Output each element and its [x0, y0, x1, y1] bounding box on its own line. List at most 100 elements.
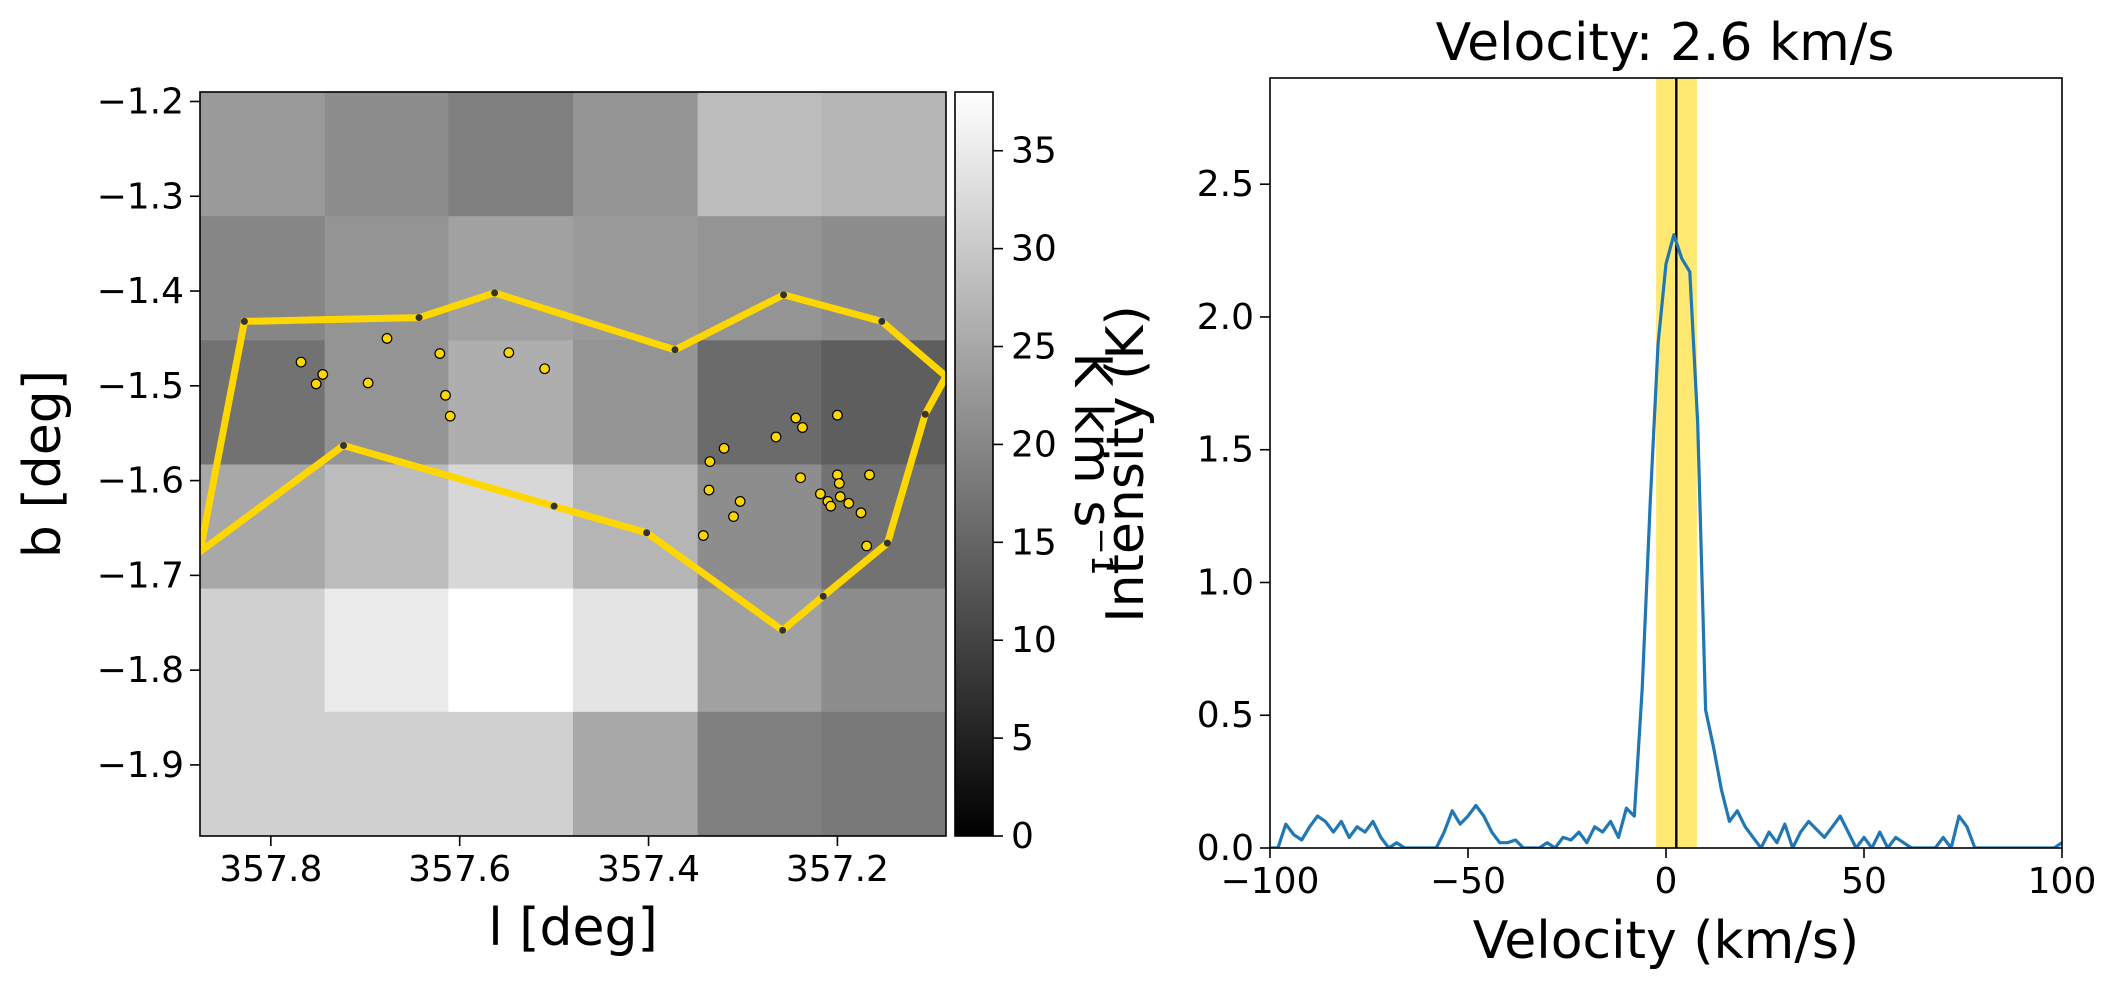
map-y-tick-label: −1.3: [97, 176, 184, 217]
region-vertex-marker: [491, 289, 499, 297]
source-marker: [864, 469, 875, 481]
source-marker: [833, 478, 845, 489]
source-marker: [697, 530, 709, 541]
region-vertex-marker: [819, 592, 827, 600]
map-pixel: [697, 464, 822, 590]
spectrum-x-tick-label: −100: [1221, 861, 1320, 902]
colorbar-tick-label: 25: [1011, 327, 1057, 368]
region-vertex-marker: [340, 442, 348, 450]
map-pixel: [448, 216, 574, 341]
map-pixel: [324, 92, 449, 217]
colorbar-gradient: [954, 91, 994, 837]
spectrum-x-tick-label: 0: [1655, 861, 1678, 902]
map-pixel: [821, 588, 947, 713]
map-y-tick-label: −1.6: [97, 461, 184, 502]
region-vertex-marker: [643, 529, 651, 537]
map-y-ticks: −1.2 −1.3 −1.4 −1.5 −1.6 −1.7 −1.8 −1.9: [97, 81, 200, 786]
region-vertex-marker: [780, 291, 788, 299]
spectrum-y-tick-label: 2.0: [1197, 297, 1254, 338]
spectrum-y-tick-label: 2.5: [1197, 164, 1254, 205]
source-marker: [718, 442, 730, 454]
spectrum-title: Velocity: 2.6 km/s: [1436, 13, 1895, 73]
spectrum-y-ticks: 0.0 0.5 1.0 1.5 2.0 2.5: [1197, 164, 1270, 869]
spectrum-panel: Velocity: 2.6 km/s −100 −50 0 50 100 0.0 0.5 1…: [1096, 13, 2096, 971]
source-marker: [855, 507, 867, 519]
source-marker: [795, 472, 806, 484]
colorbar-tick-label: 10: [1011, 620, 1057, 661]
map-pixel: [697, 588, 822, 713]
spectrum-x-tick-label: −50: [1430, 861, 1506, 902]
map-pixel: [821, 711, 947, 837]
source-marker: [539, 363, 551, 375]
source-marker: [790, 412, 802, 424]
source-marker: [825, 500, 837, 512]
map-pixel-grid: [200, 92, 947, 837]
map-pixel: [573, 92, 699, 217]
map-y-tick-label: −1.2: [97, 81, 184, 122]
map-panel: 357.8 357.6 357.4 357.2 −1.2−1.3−1.4−1.5−1.…: [13, 81, 947, 958]
source-marker: [734, 496, 746, 507]
map-pixel: [573, 216, 699, 341]
map-x-tick-label: 357.4: [597, 849, 700, 890]
source-marker: [703, 484, 715, 496]
spectrum-x-axis-label: Velocity (km/s): [1473, 911, 1859, 971]
spectrum-y-tick-label: 0.0: [1197, 828, 1254, 869]
map-pixel: [573, 340, 699, 465]
source-marker: [362, 377, 374, 389]
source-marker: [440, 389, 451, 401]
spectrum-series-line: [1270, 233, 2062, 848]
map-x-tick-label: 357.6: [408, 849, 511, 890]
map-y-axis-label: b [deg]: [13, 370, 73, 558]
map-pixel: [821, 92, 947, 217]
colorbar-label: K km s⁻¹: [1062, 352, 1122, 575]
source-marker: [503, 347, 515, 359]
map-x-tick-label: 357.2: [786, 849, 889, 890]
map-pixel: [324, 464, 449, 590]
map-x-axis-label: l [deg]: [488, 898, 658, 958]
map-pixel: [448, 588, 574, 713]
map-pixel: [573, 711, 699, 837]
region-vertex-marker: [883, 539, 891, 547]
colorbar-tick-label: 30: [1011, 229, 1057, 270]
map-x-ticks: 357.8 357.6 357.4 357.2: [219, 836, 889, 890]
colorbar-tick-label: 0: [1011, 816, 1034, 857]
map-pixel: [200, 588, 326, 713]
spectrum-y-tick-label: 1.0: [1197, 562, 1254, 603]
map-pixel: [448, 92, 574, 217]
region-vertex-marker: [415, 314, 423, 322]
spectrum-y-tick-label: 0.5: [1197, 695, 1254, 736]
colorbar-tick-label: 20: [1011, 424, 1057, 465]
map-pixel: [448, 711, 574, 837]
source-marker: [317, 369, 329, 380]
map-frame: [199, 91, 947, 837]
spectrum-x-ticks: −100 −50 0 50 100: [1221, 848, 2097, 902]
colorbar-ticks: 0 5 10 15 20 25 30 35: [993, 131, 1057, 857]
region-vertex-marker: [779, 626, 787, 634]
colorbar-tick-label: 35: [1011, 131, 1057, 172]
map-pixel: [324, 711, 449, 837]
spectrum-y-tick-label: 1.5: [1197, 430, 1254, 471]
map-y-tick-label: −1.5: [97, 366, 184, 407]
source-marker: [861, 540, 873, 552]
region-vertex-marker: [878, 317, 886, 325]
source-marker: [381, 333, 393, 344]
colorbar: 0 5 10 15 20 25 30 35 K km s⁻¹: [954, 91, 1122, 857]
spectrum-x-tick-label: 100: [2028, 861, 2097, 902]
source-marker: [728, 511, 739, 523]
map-y-tick-label: −1.7: [97, 555, 184, 596]
map-pixel: [200, 464, 326, 590]
colorbar-tick-label: 5: [1011, 718, 1034, 759]
map-pixel: [324, 588, 449, 713]
colorbar-tick-label: 15: [1011, 522, 1057, 563]
map-y-tick-label: −1.9: [97, 745, 184, 786]
map-pixel: [200, 711, 326, 837]
region-vertex-marker: [550, 502, 558, 510]
source-marker: [797, 422, 808, 433]
source-marker: [310, 378, 322, 390]
source-markers: [240, 289, 929, 634]
source-marker: [843, 497, 855, 509]
spectrum-y-axis-label: Intensity (K): [1096, 305, 1156, 623]
map-pixel: [697, 340, 822, 465]
source-marker: [295, 356, 307, 368]
source-marker: [434, 348, 446, 359]
